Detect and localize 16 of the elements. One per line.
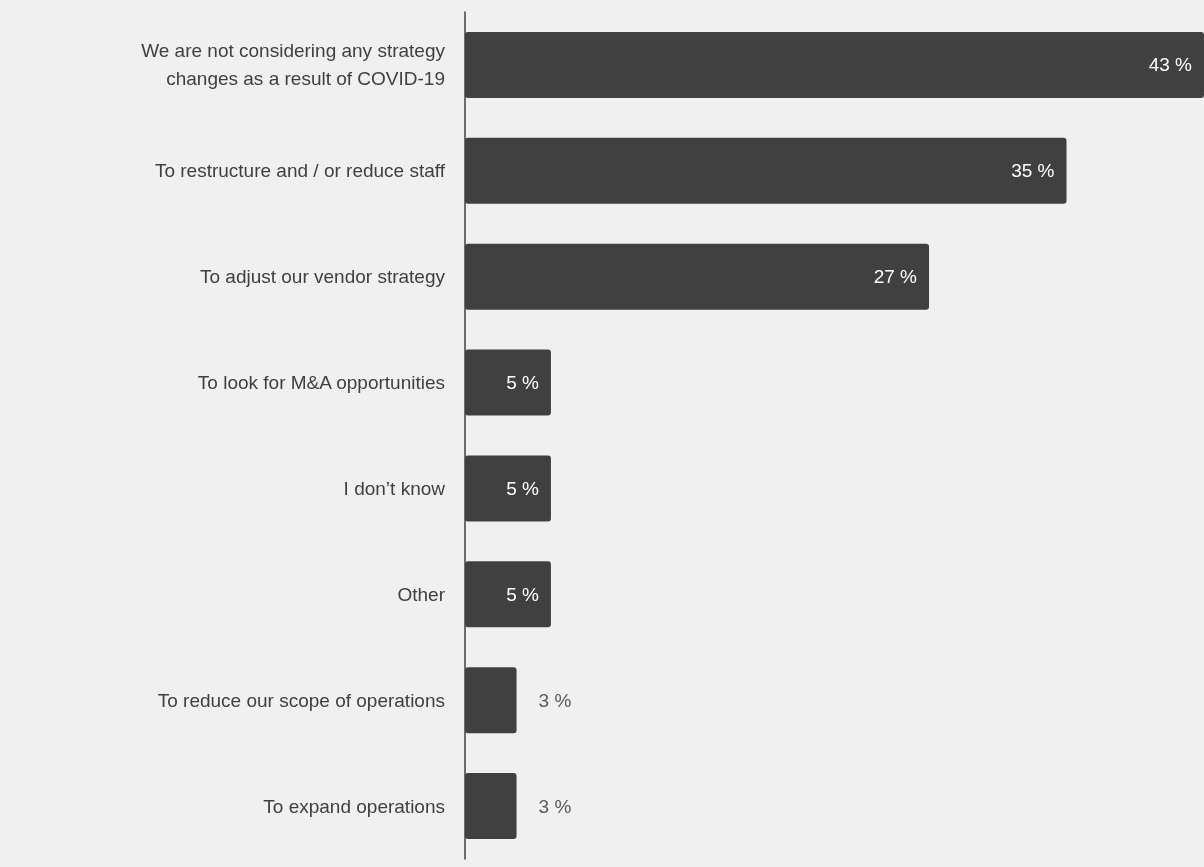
data-label: 35 % bbox=[1011, 160, 1055, 182]
y-tick-label: To look for M&A opportunities bbox=[197, 372, 445, 394]
data-label: 3 % bbox=[538, 795, 572, 817]
y-tick-label: Other bbox=[397, 583, 446, 605]
y-tick-label: To restructure and / or reduce staff bbox=[154, 160, 446, 182]
data-label: 5 % bbox=[506, 477, 540, 499]
data-label: 3 % bbox=[538, 689, 572, 711]
data-label: 5 % bbox=[506, 372, 540, 394]
y-tick-label: We are not considering any strategy changes as a result of COVID-19 bbox=[141, 40, 446, 90]
data-label: 27 % bbox=[873, 266, 918, 288]
data-label: 43 % bbox=[1148, 54, 1193, 76]
y-tick-label: I don’t know bbox=[343, 477, 446, 499]
y-tick-label: To expand operations bbox=[263, 795, 445, 817]
y-tick-label: To reduce our scope of operations bbox=[157, 689, 445, 711]
y-tick-label: To adjust our vendor strategy bbox=[199, 266, 446, 288]
data-label: 5 % bbox=[506, 583, 540, 605]
